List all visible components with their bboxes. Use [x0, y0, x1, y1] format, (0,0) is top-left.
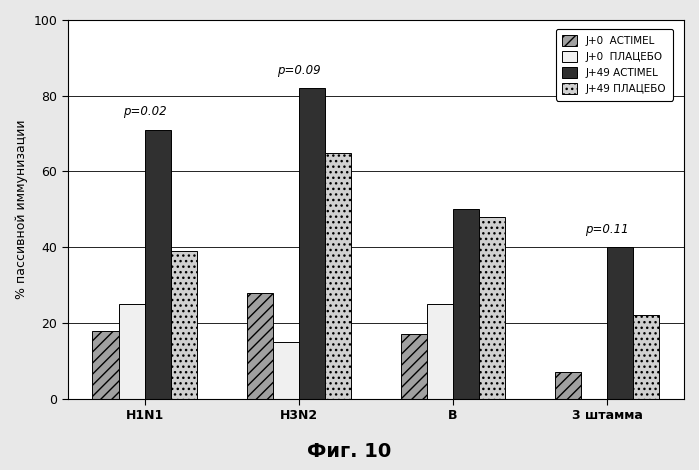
Bar [119, 304, 145, 399]
Bar [247, 293, 273, 399]
Text: Фиг. 10: Фиг. 10 [308, 442, 391, 461]
Bar [299, 88, 325, 399]
Bar [479, 217, 505, 399]
Text: p=0.02: p=0.02 [123, 105, 166, 118]
Bar [401, 334, 427, 399]
Bar [145, 130, 171, 399]
Text: p=0.09: p=0.09 [277, 64, 321, 77]
Bar [273, 342, 299, 399]
Y-axis label: % пассивной иммунизации: % пассивной иммунизации [15, 119, 28, 299]
Legend: J+0  ACTIMEL, J+0  ПЛАЦЕБО, J+49 ACTIMEL, J+49 ПЛАЦЕБО: J+0 ACTIMEL, J+0 ПЛАЦЕБО, J+49 ACTIMEL, … [556, 29, 672, 101]
Bar [92, 330, 119, 399]
Text: p=0.11: p=0.11 [585, 223, 629, 236]
Bar [427, 304, 453, 399]
Bar [171, 251, 197, 399]
Bar [633, 315, 659, 399]
Bar [607, 247, 633, 399]
Bar [325, 153, 352, 399]
Bar [453, 209, 479, 399]
Bar [554, 372, 581, 399]
